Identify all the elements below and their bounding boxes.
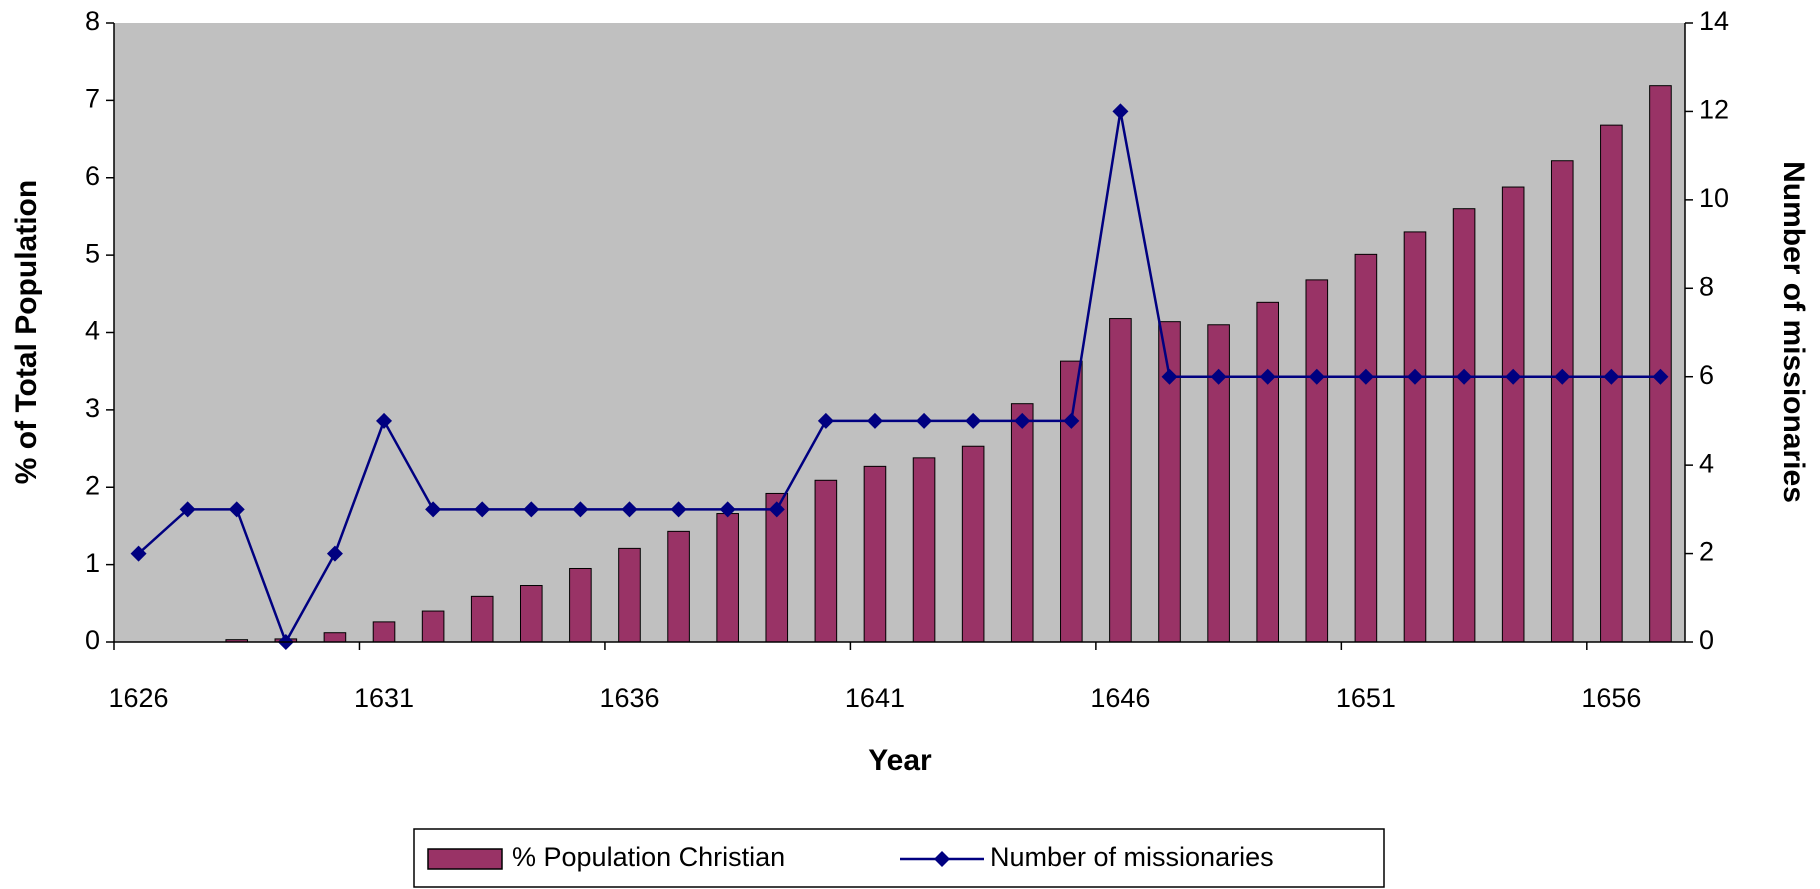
x-tick-label: 1656 xyxy=(1581,683,1641,713)
x-tick-label: 1631 xyxy=(354,683,414,713)
x-tick-label: 1626 xyxy=(109,683,169,713)
x-tick-label: 1646 xyxy=(1090,683,1150,713)
legend-label: % Population Christian xyxy=(512,842,785,872)
marker xyxy=(965,412,982,429)
marker xyxy=(1259,368,1276,385)
marker xyxy=(1063,412,1080,429)
y-tick-label: 8 xyxy=(85,6,100,36)
bar xyxy=(912,457,936,643)
bar xyxy=(1256,301,1280,643)
y-tick-label: 3 xyxy=(85,393,100,423)
bar xyxy=(1010,403,1034,643)
marker xyxy=(228,501,245,518)
y2-tick-label: 10 xyxy=(1699,183,1729,213)
bar xyxy=(1649,85,1672,643)
marker xyxy=(1014,412,1031,429)
marker xyxy=(1603,368,1620,385)
bar xyxy=(1550,160,1574,643)
marker xyxy=(376,412,393,429)
marker xyxy=(1652,368,1669,385)
bar xyxy=(618,547,641,643)
bar xyxy=(372,621,396,643)
y-tick-label: 5 xyxy=(85,238,100,268)
bar xyxy=(1305,279,1329,643)
marker xyxy=(719,501,736,518)
y-tick-label: 4 xyxy=(85,316,100,346)
bar xyxy=(716,513,739,643)
bar xyxy=(421,610,445,643)
y-tick-label: 1 xyxy=(85,548,100,578)
bar xyxy=(961,445,985,643)
marker xyxy=(670,501,687,518)
x-tick-label: 1651 xyxy=(1336,683,1396,713)
marker xyxy=(572,501,589,518)
y2-tick-label: 4 xyxy=(1699,448,1714,478)
marker xyxy=(1406,368,1423,385)
legend: % Population Christian Number of missiona… xyxy=(413,828,1385,888)
marker xyxy=(817,412,834,429)
plot-area xyxy=(114,23,1685,642)
marker xyxy=(425,501,442,518)
y2-tick-label: 6 xyxy=(1699,360,1714,390)
x-axis-title: Year xyxy=(868,744,932,777)
marker xyxy=(1357,368,1374,385)
marker xyxy=(768,501,785,518)
marker xyxy=(1554,368,1571,385)
marker xyxy=(866,412,883,429)
marker xyxy=(1308,368,1325,385)
bar xyxy=(1452,208,1476,643)
marker xyxy=(326,545,343,562)
x-tick-label: 1636 xyxy=(599,683,659,713)
y2-tick-label: 8 xyxy=(1699,271,1714,301)
y-tick-label: 0 xyxy=(85,625,100,655)
bar xyxy=(667,530,690,643)
marker xyxy=(130,545,147,562)
bar xyxy=(569,567,592,643)
y2-tick-label: 2 xyxy=(1699,537,1714,567)
bar xyxy=(814,479,838,643)
y-tick-label: 7 xyxy=(85,84,100,114)
y2-tick-label: 0 xyxy=(1699,625,1714,655)
marker xyxy=(474,501,491,518)
bar xyxy=(1109,318,1132,643)
legend-marker xyxy=(934,851,950,867)
y-axis-title: % of Total Population xyxy=(10,180,43,484)
marker xyxy=(179,501,196,518)
bar xyxy=(519,585,543,643)
y2-tick-label: 12 xyxy=(1699,95,1729,125)
marker xyxy=(1161,368,1178,385)
y2-axis-title: Number of missionaries xyxy=(1777,161,1810,503)
bar xyxy=(323,632,347,643)
marker xyxy=(1456,368,1473,385)
x-tick-label: 1641 xyxy=(845,683,905,713)
y2-tick-label: 14 xyxy=(1699,6,1729,36)
marker xyxy=(916,412,933,429)
marker xyxy=(621,501,638,518)
marker xyxy=(1112,103,1129,120)
bar xyxy=(1354,253,1378,643)
bar xyxy=(863,465,887,643)
bar xyxy=(1403,231,1427,643)
y-tick-label: 2 xyxy=(85,470,100,500)
bar xyxy=(470,595,494,643)
legend-swatch xyxy=(427,848,503,870)
marker xyxy=(1210,368,1227,385)
marker xyxy=(1505,368,1522,385)
y-tick-label: 6 xyxy=(85,161,100,191)
bar xyxy=(1060,360,1083,643)
bar xyxy=(1501,186,1525,643)
legend-box xyxy=(413,828,1385,888)
legend-label: Number of missionaries xyxy=(990,842,1274,872)
line xyxy=(137,111,1661,645)
marker xyxy=(523,501,540,518)
